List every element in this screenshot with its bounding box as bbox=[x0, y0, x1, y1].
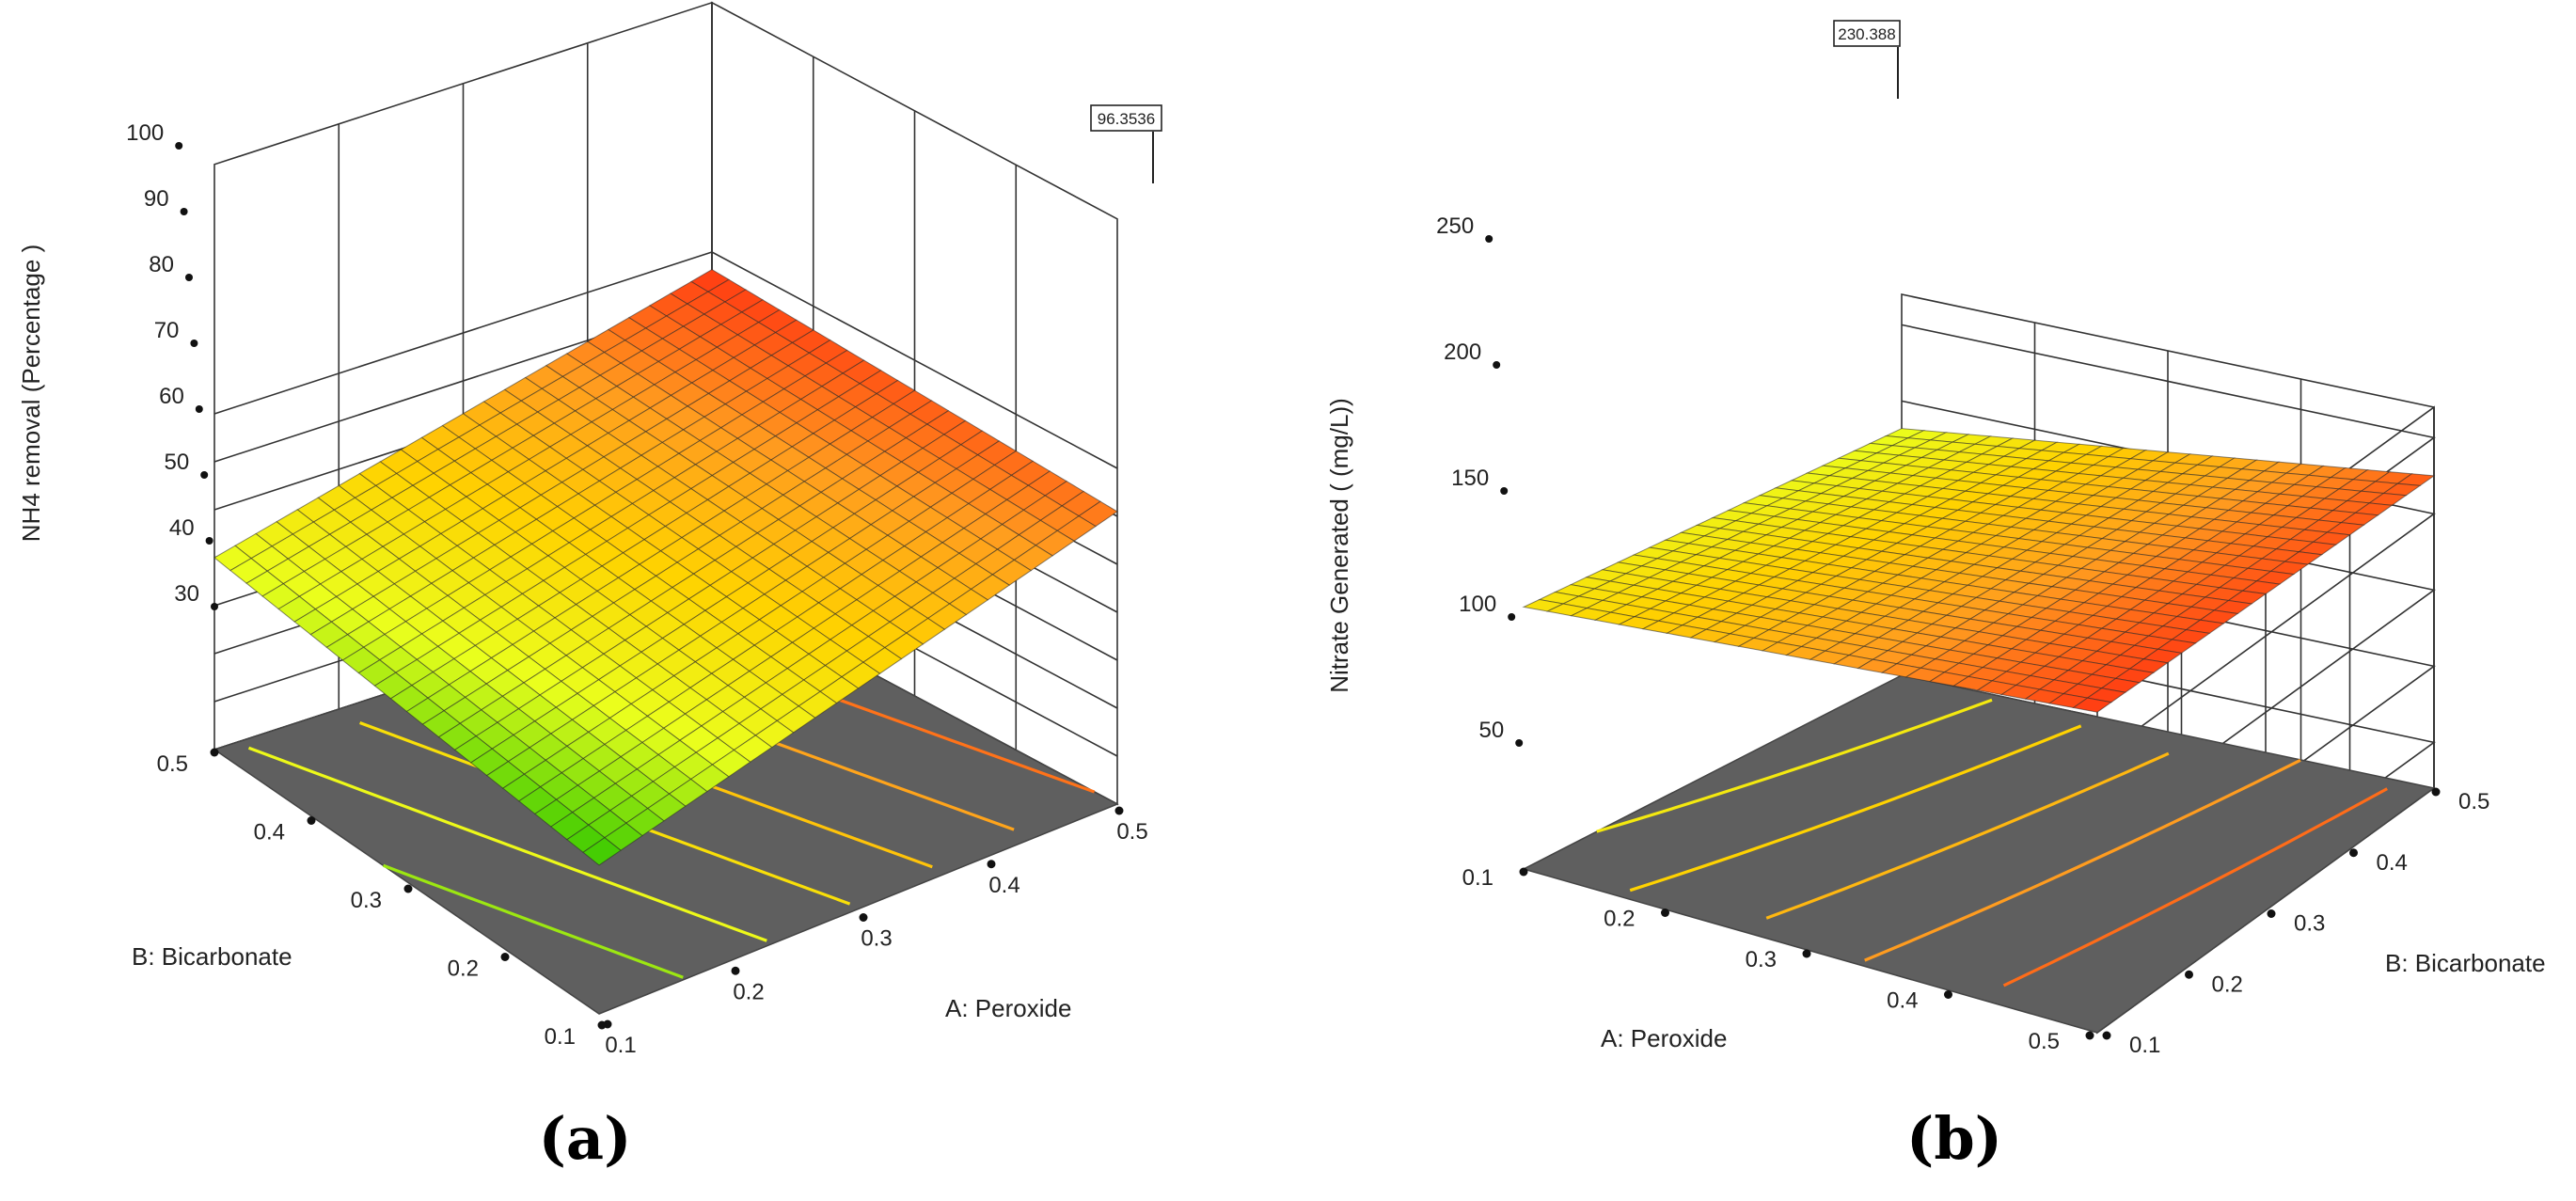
x-axis-tick-label: 0.5 bbox=[1116, 819, 1147, 845]
z-tick-label: 50 bbox=[1478, 718, 1504, 743]
x-axis-tick-mark bbox=[987, 860, 996, 869]
callout-box bbox=[1090, 104, 1162, 132]
x-axis-tick-mark bbox=[1661, 909, 1669, 917]
x-axis-tick-mark bbox=[1114, 806, 1124, 815]
y-axis-tick-mark bbox=[2349, 848, 2358, 858]
x-axis-tick-label: 0.4 bbox=[988, 873, 1019, 898]
callout-value: 96.3536 bbox=[1098, 110, 1155, 128]
y-axis-title-a: B: Bicarbonate bbox=[132, 942, 292, 971]
z-tick-mark bbox=[195, 405, 203, 413]
z-tick-label: 250 bbox=[1436, 213, 1474, 239]
z-tick-label: 200 bbox=[1444, 340, 1481, 365]
max-callout-b: 230.388 bbox=[1833, 20, 1901, 99]
z-tick-label: 90 bbox=[144, 186, 169, 212]
z-tick-mark bbox=[1508, 613, 1516, 621]
callout-box bbox=[1833, 20, 1901, 47]
z-tick-mark bbox=[175, 142, 183, 150]
y-axis-tick-mark bbox=[403, 884, 413, 893]
y-axis-tick-label: 0.3 bbox=[351, 888, 382, 913]
response-surface-b bbox=[1522, 428, 2436, 713]
z-tick-label: 60 bbox=[159, 384, 184, 409]
y-axis-tick-label: 0.4 bbox=[254, 820, 285, 845]
x-axis-tick-label: 0.5 bbox=[2029, 1029, 2060, 1054]
response-surface-a bbox=[213, 269, 1118, 866]
callout-value: 230.388 bbox=[1838, 25, 1895, 43]
contour-line bbox=[247, 746, 767, 942]
z-tick-label: 40 bbox=[169, 515, 195, 541]
y-axis-tick-mark bbox=[307, 816, 316, 825]
z-tick-mark bbox=[1493, 361, 1501, 369]
z-tick-mark bbox=[1515, 739, 1524, 747]
z-tick-mark bbox=[1485, 235, 1493, 243]
x-axis-tick-mark bbox=[731, 966, 740, 975]
contour-line bbox=[382, 863, 684, 979]
x-axis-tick-mark bbox=[1802, 949, 1811, 958]
y-axis-tick-mark bbox=[2102, 1031, 2111, 1040]
panel-label-a: (a) bbox=[539, 1104, 632, 1173]
wall-grid-line bbox=[213, 251, 1118, 469]
z-tick-label: 30 bbox=[174, 581, 199, 607]
y-axis-tick-mark bbox=[500, 953, 510, 961]
axes-a: 30 40 50 60 70 80 90 100 0.1 0.2 0.3 0.4 0.5 0.1 0.2 0.… bbox=[126, 120, 1148, 1058]
y-axis-tick-label: 0.2 bbox=[448, 956, 479, 982]
surface-facet bbox=[582, 837, 622, 866]
z-tick-mark bbox=[200, 471, 209, 479]
surface-facet bbox=[2072, 697, 2113, 713]
x-axis-tick-mark bbox=[859, 913, 868, 922]
x-axis-tick-mark bbox=[1944, 990, 1952, 999]
z-tick-mark bbox=[185, 274, 193, 281]
x-axis-tick-mark bbox=[1519, 867, 1528, 877]
z-tick-mark bbox=[211, 603, 218, 610]
x-axis-tick-label: 0.3 bbox=[861, 926, 892, 952]
y-axis-tick-mark bbox=[597, 1020, 607, 1030]
z-tick-label: 150 bbox=[1451, 466, 1489, 491]
contour-line bbox=[1864, 758, 2301, 962]
x-axis-title-b: A: Peroxide bbox=[1601, 1024, 1727, 1052]
y-axis-tick-label: 0.5 bbox=[2458, 789, 2489, 814]
contour-line bbox=[1765, 751, 2170, 920]
x-axis-tick-label: 0.2 bbox=[1604, 907, 1635, 932]
contour-line bbox=[1596, 698, 1993, 833]
y-axis-tick-label: 0.4 bbox=[2377, 850, 2408, 876]
z-tick-label: 100 bbox=[126, 120, 164, 146]
z-tick-mark bbox=[190, 340, 198, 347]
x-axis-tick-label: 0.4 bbox=[1887, 988, 1918, 1014]
panel-label-b: (b) bbox=[1906, 1104, 2002, 1173]
z-tick-label: 100 bbox=[1459, 592, 1496, 617]
y-axis-tick-label: 0.1 bbox=[545, 1024, 576, 1050]
x-axis-tick-label: 0.1 bbox=[1462, 865, 1493, 891]
y-axis-tick-mark bbox=[2431, 787, 2441, 797]
z-tick-mark bbox=[180, 208, 188, 215]
x-axis-tick-label: 0.1 bbox=[605, 1033, 636, 1058]
z-tick-label: 50 bbox=[164, 450, 189, 475]
z-axis-title-a: NH4 removal (Percentage ) bbox=[17, 245, 45, 542]
z-tick-label: 80 bbox=[149, 252, 174, 277]
z-axis-title-b: Nitrate Generated ( (mg/L)) bbox=[1325, 398, 1353, 693]
z-tick-label: 70 bbox=[154, 318, 180, 343]
x-axis-title-a: A: Peroxide bbox=[945, 994, 1071, 1022]
y-axis-tick-mark bbox=[210, 748, 219, 757]
y-axis-tick-label: 0.3 bbox=[2294, 911, 2325, 937]
y-axis-tick-mark bbox=[2185, 970, 2193, 979]
contour-line bbox=[2002, 787, 2388, 988]
wall-grid-line bbox=[1901, 400, 2436, 760]
axes-b: 50 100 150 200 250 0.1 0.2 0.3 0.4 0.5 0.5 0.4 0.3 0.… bbox=[1436, 213, 2489, 1058]
y-axis-tick-label: 0.2 bbox=[2212, 972, 2243, 997]
y-axis-tick-label: 0.5 bbox=[157, 751, 188, 777]
y-axis-tick-mark bbox=[2267, 909, 2276, 918]
surface-plot-a: 30 40 50 60 70 80 90 100 0.1 0.2 0.3 0.4 0.5 0.1 0.2 0.… bbox=[17, 1, 1162, 1173]
y-axis-title-b: B: Bicarbonate bbox=[2385, 949, 2546, 977]
max-callout-a: 96.3536 bbox=[1090, 104, 1162, 183]
y-axis-tick-label: 0.1 bbox=[2129, 1033, 2160, 1058]
x-axis-tick-mark bbox=[2085, 1031, 2094, 1040]
contour-line bbox=[1629, 724, 2082, 893]
x-axis-tick-label: 0.3 bbox=[1746, 947, 1777, 972]
x-axis-tick-label: 0.2 bbox=[733, 979, 764, 1004]
z-tick-mark bbox=[205, 537, 213, 545]
z-tick-mark bbox=[1500, 487, 1509, 495]
surface-plot-b: 50 100 150 200 250 0.1 0.2 0.3 0.4 0.5 0.5 0.4 0.3 0.… bbox=[1325, 20, 2546, 1173]
